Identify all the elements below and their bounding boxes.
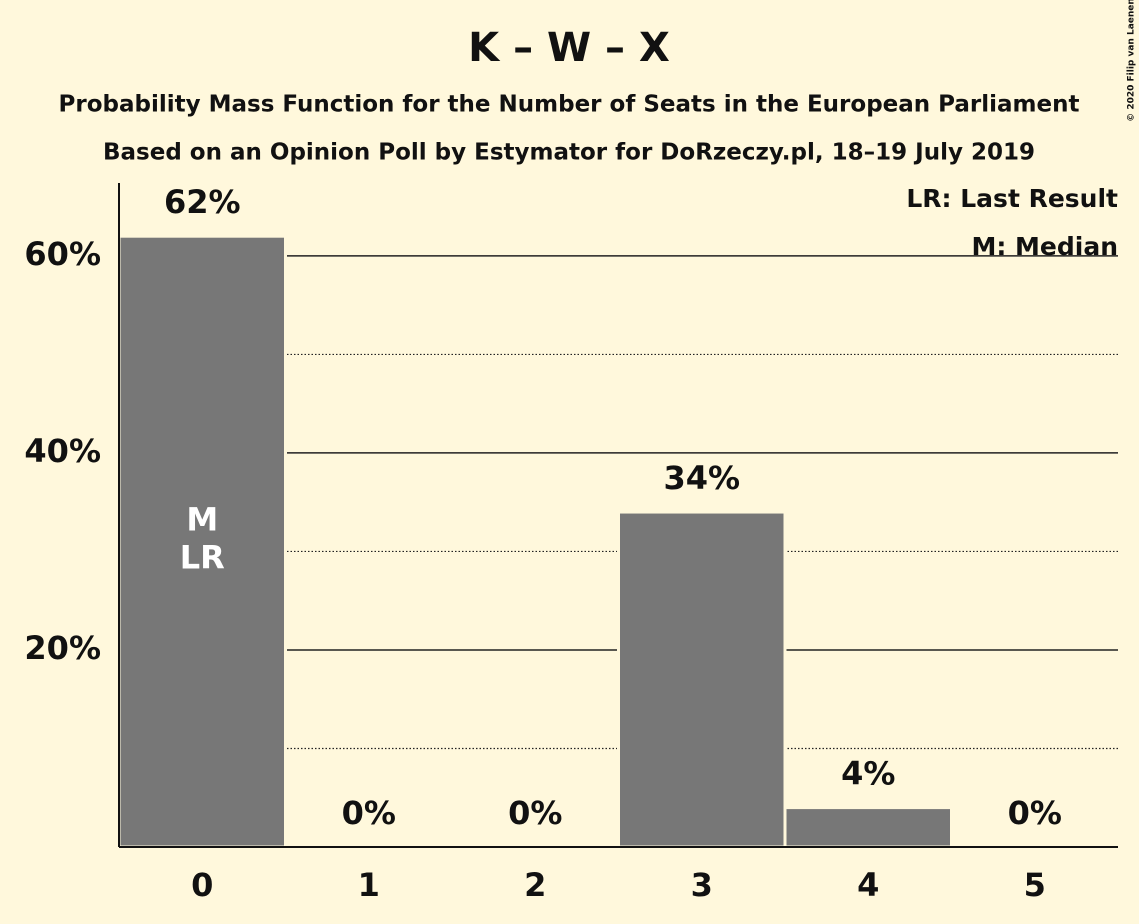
median-marker: M <box>186 501 218 539</box>
x-tick-label: 2 <box>524 866 546 904</box>
chart-subtitle: Probability Mass Function for the Number… <box>59 92 1080 118</box>
bar <box>617 510 787 849</box>
value-label: 34% <box>663 459 740 497</box>
value-label: 4% <box>841 755 895 793</box>
bar <box>783 806 953 849</box>
last-result-marker: LR <box>180 539 225 577</box>
x-tick-label: 5 <box>1024 866 1046 904</box>
y-tick-label: 20% <box>24 629 101 667</box>
legend-entry: LR: Last Result <box>906 184 1118 213</box>
x-tick-label: 1 <box>358 866 380 904</box>
legend-entry: M: Median <box>971 232 1118 261</box>
x-tick-label: 0 <box>191 866 213 904</box>
value-label: 62% <box>164 183 241 221</box>
y-tick-label: 40% <box>24 432 101 470</box>
value-label: 0% <box>508 794 562 832</box>
x-tick-label: 3 <box>691 866 713 904</box>
chart-title: K – W – X <box>468 25 670 71</box>
value-label: 0% <box>1008 794 1062 832</box>
x-tick-label: 4 <box>857 866 879 904</box>
chart-subtitle: Based on an Opinion Poll by Estymator fo… <box>103 140 1035 166</box>
value-label: 0% <box>342 794 396 832</box>
y-tick-label: 60% <box>24 235 101 273</box>
credit: © 2020 Filip van Laenen <box>1127 0 1137 122</box>
